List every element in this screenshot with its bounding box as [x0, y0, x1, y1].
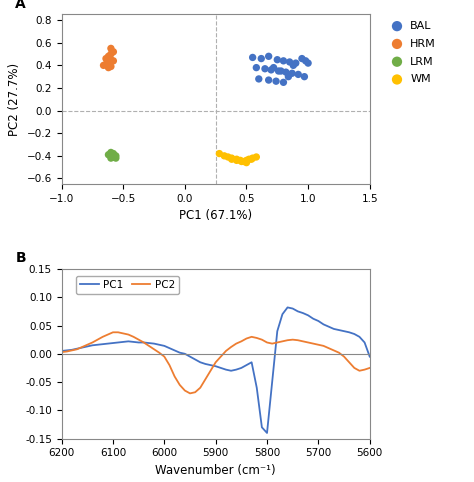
Y-axis label: PC2 (27.7%): PC2 (27.7%) — [8, 63, 21, 136]
BAL — [273, 56, 281, 64]
HRM — [105, 64, 112, 71]
PC1 — [367, 354, 373, 360]
Legend: BAL, HRM, LRM, WM: BAL, HRM, LRM, WM — [382, 16, 440, 89]
HRM — [109, 57, 117, 65]
BAL — [272, 77, 280, 85]
BAL — [294, 70, 302, 78]
PC1 — [244, 362, 249, 368]
PC2 — [136, 337, 141, 343]
PC1 — [59, 348, 64, 354]
WM — [237, 157, 244, 164]
PC2 — [126, 332, 131, 337]
BAL — [265, 53, 273, 60]
BAL — [302, 57, 310, 65]
HRM — [102, 60, 110, 68]
BAL — [280, 79, 287, 86]
LRM — [107, 154, 115, 162]
LRM — [109, 151, 117, 159]
BAL — [301, 73, 308, 80]
LRM — [109, 153, 117, 161]
HRM — [105, 59, 112, 67]
HRM — [107, 63, 115, 70]
HRM — [107, 50, 115, 58]
WM — [240, 158, 248, 165]
Text: A: A — [15, 0, 26, 11]
BAL — [284, 73, 292, 80]
BAL — [257, 55, 265, 63]
HRM — [105, 53, 112, 60]
PC2 — [254, 335, 260, 341]
LRM — [107, 152, 115, 160]
WM — [216, 150, 223, 158]
BAL — [270, 64, 277, 71]
BAL — [286, 58, 293, 66]
Line: PC1: PC1 — [62, 308, 370, 433]
HRM — [109, 48, 117, 55]
PC2 — [59, 349, 64, 355]
PC2 — [367, 365, 373, 371]
BAL — [282, 68, 290, 76]
WM — [233, 157, 240, 164]
WM — [247, 155, 255, 163]
PC2 — [110, 329, 116, 335]
HRM — [102, 55, 110, 63]
WM — [233, 155, 240, 163]
BAL — [267, 66, 275, 74]
BAL — [255, 75, 263, 83]
BAL — [288, 69, 296, 77]
WM — [243, 159, 250, 166]
BAL — [249, 54, 256, 61]
BAL — [298, 55, 306, 63]
BAL — [275, 67, 283, 75]
LRM — [112, 152, 119, 160]
WM — [224, 153, 232, 161]
PC2 — [233, 341, 239, 347]
BAL — [277, 67, 285, 75]
BAL — [261, 65, 269, 73]
LRM — [112, 154, 119, 162]
HRM — [107, 44, 115, 52]
PC2 — [336, 350, 342, 356]
PC1 — [264, 430, 270, 436]
BAL — [280, 57, 287, 65]
WM — [220, 152, 228, 160]
Legend: PC1, PC2: PC1, PC2 — [76, 276, 179, 294]
WM — [253, 153, 260, 161]
LRM — [109, 153, 117, 161]
LRM — [109, 150, 117, 158]
BAL — [292, 59, 300, 67]
WM — [228, 155, 236, 163]
BAL — [253, 64, 260, 71]
HRM — [107, 56, 115, 64]
LRM — [105, 151, 112, 159]
X-axis label: PC1 (67.1%): PC1 (67.1%) — [179, 209, 252, 222]
WM — [238, 158, 246, 165]
PC1 — [285, 305, 291, 310]
Text: B: B — [15, 251, 26, 265]
PC1 — [336, 327, 342, 333]
PC2 — [172, 374, 177, 379]
PC1 — [120, 339, 126, 345]
PC1 — [166, 345, 172, 351]
X-axis label: Wavenumber (cm⁻¹): Wavenumber (cm⁻¹) — [155, 464, 276, 477]
BAL — [265, 76, 273, 84]
WM — [249, 154, 256, 162]
PC1 — [223, 367, 229, 373]
HRM — [100, 62, 107, 69]
Line: PC2: PC2 — [62, 332, 370, 393]
LRM — [107, 148, 115, 156]
PC2 — [187, 390, 193, 396]
WM — [245, 155, 253, 163]
BAL — [290, 62, 297, 69]
WM — [243, 157, 250, 164]
PC1 — [131, 339, 137, 345]
WM — [228, 154, 236, 162]
BAL — [304, 59, 312, 67]
